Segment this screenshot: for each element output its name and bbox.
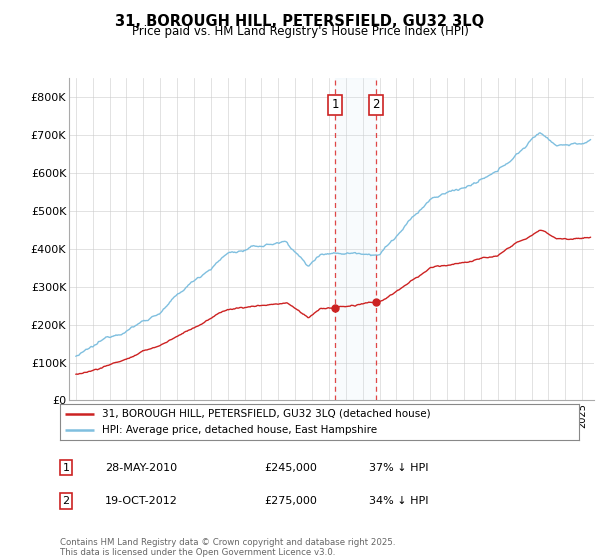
Text: HPI: Average price, detached house, East Hampshire: HPI: Average price, detached house, East… bbox=[101, 424, 377, 435]
Text: Contains HM Land Registry data © Crown copyright and database right 2025.
This d: Contains HM Land Registry data © Crown c… bbox=[60, 538, 395, 557]
Text: 1: 1 bbox=[332, 99, 339, 111]
Text: Price paid vs. HM Land Registry's House Price Index (HPI): Price paid vs. HM Land Registry's House … bbox=[131, 25, 469, 38]
Text: 31, BOROUGH HILL, PETERSFIELD, GU32 3LQ: 31, BOROUGH HILL, PETERSFIELD, GU32 3LQ bbox=[115, 14, 485, 29]
Bar bbox=[335, 78, 376, 400]
Text: 34% ↓ HPI: 34% ↓ HPI bbox=[369, 496, 428, 506]
Text: 1: 1 bbox=[62, 463, 70, 473]
Text: 37% ↓ HPI: 37% ↓ HPI bbox=[369, 463, 428, 473]
Text: 28-MAY-2010: 28-MAY-2010 bbox=[105, 463, 177, 473]
Text: 2: 2 bbox=[62, 496, 70, 506]
Text: 19-OCT-2012: 19-OCT-2012 bbox=[105, 496, 178, 506]
Text: 31, BOROUGH HILL, PETERSFIELD, GU32 3LQ (detached house): 31, BOROUGH HILL, PETERSFIELD, GU32 3LQ … bbox=[101, 409, 430, 419]
Text: £245,000: £245,000 bbox=[264, 463, 317, 473]
Text: £275,000: £275,000 bbox=[264, 496, 317, 506]
Text: 2: 2 bbox=[373, 99, 380, 111]
